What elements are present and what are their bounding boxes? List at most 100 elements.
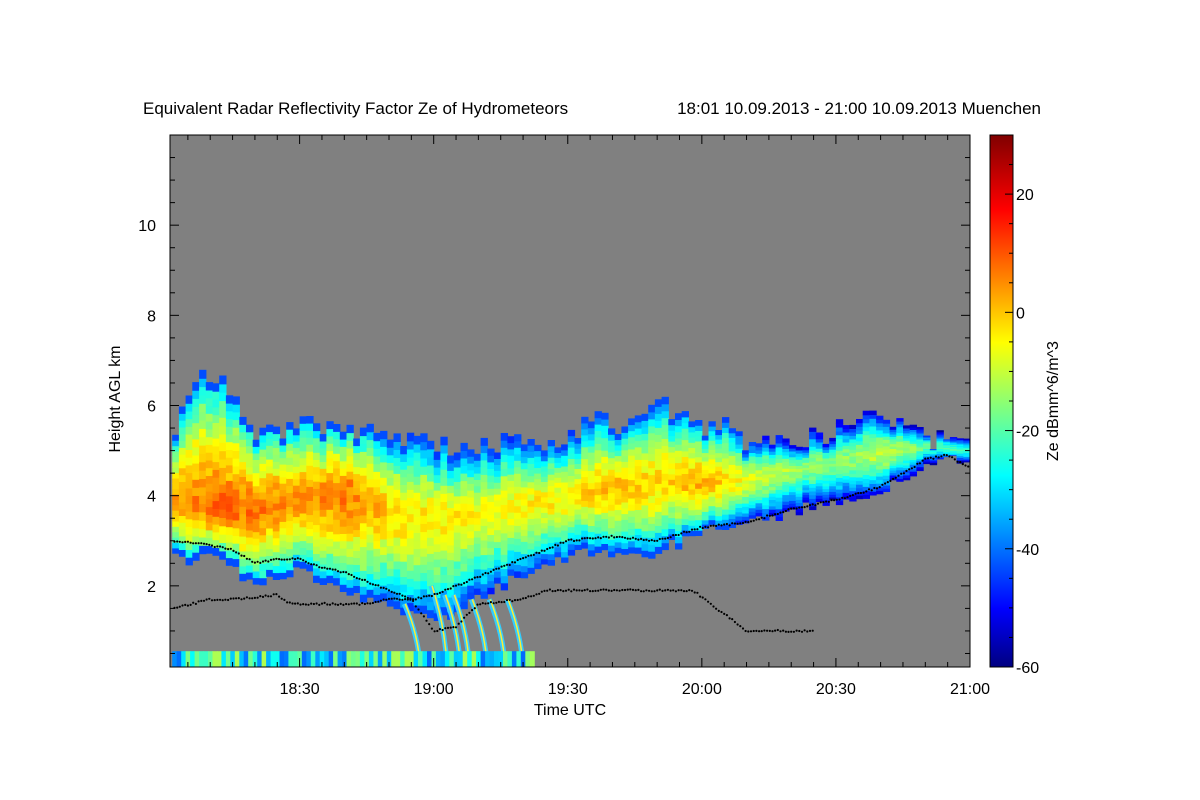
reflectivity-cell xyxy=(527,512,535,519)
reflectivity-cell xyxy=(695,483,703,489)
cloud-base-marker xyxy=(696,528,699,531)
cloud-base-marker xyxy=(366,580,369,583)
reflectivity-cell xyxy=(353,529,361,537)
reflectivity-cell xyxy=(929,455,938,457)
reflectivity-cell xyxy=(373,509,381,519)
reflectivity-cell xyxy=(299,561,307,569)
low-cloud-base-marker xyxy=(578,589,581,592)
reflectivity-cell xyxy=(775,454,783,459)
reflectivity-cell xyxy=(514,564,522,572)
cloud-base-marker xyxy=(420,597,423,600)
reflectivity-cell xyxy=(313,488,321,497)
reflectivity-cell xyxy=(561,551,569,558)
reflectivity-cell xyxy=(567,429,576,437)
reflectivity-cell xyxy=(480,481,488,490)
reflectivity-cell xyxy=(212,406,220,416)
reflectivity-cell xyxy=(789,468,797,472)
reflectivity-cell xyxy=(876,483,884,488)
reflectivity-cell xyxy=(882,484,891,489)
reflectivity-cell xyxy=(212,391,220,400)
reflectivity-cell xyxy=(225,395,234,404)
reflectivity-cell xyxy=(695,530,703,536)
reflectivity-cell xyxy=(856,466,864,471)
reflectivity-cell xyxy=(829,440,837,445)
reflectivity-cell xyxy=(346,455,354,464)
reflectivity-cell xyxy=(272,544,281,553)
reflectivity-cell xyxy=(473,473,482,480)
reflectivity-cell xyxy=(768,460,777,465)
reflectivity-cell xyxy=(547,496,555,504)
low-cloud-base-marker xyxy=(286,601,289,604)
low-cloud-base-marker xyxy=(623,588,627,592)
reflectivity-cell xyxy=(427,473,435,482)
reflectivity-cell xyxy=(634,534,643,542)
reflectivity-cell xyxy=(648,446,656,455)
reflectivity-cell xyxy=(507,531,515,538)
reflectivity-cell xyxy=(869,414,877,419)
reflectivity-cell xyxy=(313,481,321,489)
reflectivity-cell xyxy=(225,480,234,489)
reflectivity-cell xyxy=(246,508,254,517)
reflectivity-cell xyxy=(266,555,274,563)
reflectivity-cell xyxy=(467,496,475,505)
reflectivity-cell xyxy=(272,440,281,448)
ground-clutter xyxy=(449,651,455,667)
reflectivity-cell xyxy=(212,531,220,541)
reflectivity-cell xyxy=(608,445,616,453)
reflectivity-cell xyxy=(802,464,810,468)
reflectivity-cell xyxy=(701,519,710,525)
reflectivity-cell xyxy=(775,481,783,487)
reflectivity-cell xyxy=(735,444,743,449)
reflectivity-cell xyxy=(326,538,334,547)
reflectivity-cell xyxy=(789,482,797,487)
cloud-base-marker xyxy=(500,565,503,568)
cloud-base-marker xyxy=(747,521,750,524)
reflectivity-cell xyxy=(802,479,810,483)
reflectivity-cell xyxy=(822,494,830,498)
reflectivity-cell xyxy=(715,488,723,494)
cloud-base-marker xyxy=(902,472,906,475)
reflectivity-cell xyxy=(440,558,448,567)
reflectivity-cell xyxy=(862,422,870,428)
reflectivity-cell xyxy=(420,588,428,598)
reflectivity-cell xyxy=(728,459,736,465)
reflectivity-cell xyxy=(286,422,294,430)
reflectivity-cell xyxy=(768,502,777,507)
reflectivity-cell xyxy=(594,430,602,438)
reflectivity-cell xyxy=(239,439,247,448)
low-cloud-base-marker xyxy=(232,597,235,600)
low-cloud-base-marker xyxy=(269,595,273,598)
ground-clutter xyxy=(440,651,446,667)
reflectivity-cell xyxy=(896,418,904,422)
reflectivity-cell xyxy=(614,434,622,440)
reflectivity-cell xyxy=(547,474,555,481)
reflectivity-cell xyxy=(500,490,508,498)
reflectivity-cell xyxy=(829,494,837,498)
reflectivity-cell xyxy=(433,482,441,491)
low-cloud-base-marker xyxy=(216,598,219,602)
reflectivity-cell xyxy=(313,430,321,439)
reflectivity-cell xyxy=(956,444,964,446)
reflectivity-cell xyxy=(849,442,857,447)
reflectivity-cell xyxy=(346,525,354,534)
reflectivity-cell xyxy=(212,524,220,533)
cloud-base-marker xyxy=(264,559,267,562)
reflectivity-cell xyxy=(326,443,334,452)
cloud-base-marker xyxy=(219,545,222,548)
reflectivity-cell xyxy=(748,455,757,460)
reflectivity-cell xyxy=(795,446,803,451)
reflectivity-cell xyxy=(266,424,274,433)
reflectivity-cell xyxy=(447,529,455,538)
reflectivity-cell xyxy=(614,547,622,554)
cloud-base-marker xyxy=(232,549,235,553)
reflectivity-cell xyxy=(641,511,649,519)
reflectivity-cell xyxy=(319,475,327,483)
reflectivity-cell xyxy=(178,542,187,550)
cloud-base-marker xyxy=(605,535,608,538)
reflectivity-cell xyxy=(346,533,354,542)
reflectivity-cell xyxy=(903,472,911,476)
reflectivity-cell xyxy=(768,464,777,468)
reflectivity-cell xyxy=(346,571,354,581)
reflectivity-cell xyxy=(339,547,348,556)
reflectivity-cell xyxy=(742,489,750,494)
